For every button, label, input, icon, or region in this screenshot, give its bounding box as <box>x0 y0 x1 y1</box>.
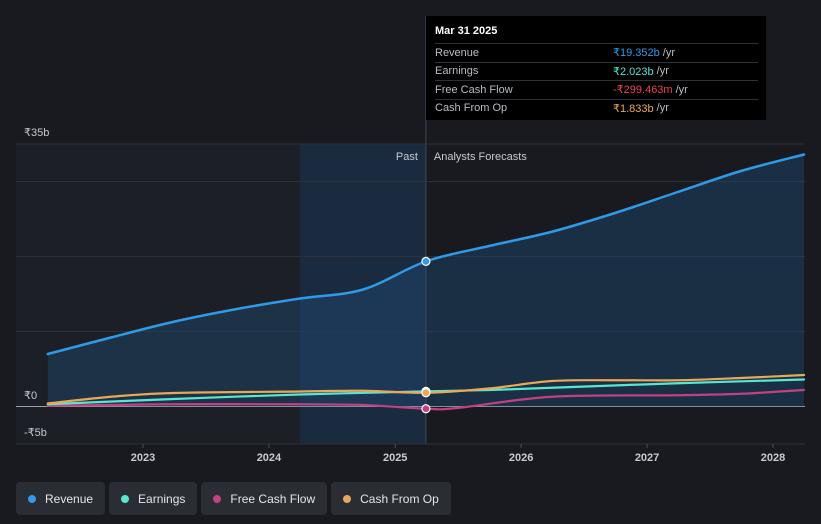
tooltip-label: Cash From Op <box>435 102 508 115</box>
marker-cash-from-op <box>421 388 431 398</box>
tooltip-label: Free Cash Flow <box>435 83 513 96</box>
tooltip-label: Revenue <box>435 46 480 59</box>
series-line-cash-from-op <box>46 373 806 405</box>
legend-item-free-cash-flow[interactable]: Free Cash Flow <box>201 482 328 515</box>
legend-dot-icon <box>28 494 36 503</box>
tooltip-row-earnings: Earnings ₹2.023b /yr <box>435 61 758 81</box>
x-axis-ticks: 2023 2024 2025 2026 2027 2028 <box>131 444 785 464</box>
tooltip-label: Earnings <box>435 65 479 78</box>
legend-item-cash-from-op[interactable]: Cash From Op <box>331 482 451 515</box>
tooltip-value: -₹299.463m <box>613 84 673 97</box>
tooltip-date: Mar 31 2025 <box>435 25 498 37</box>
grid <box>16 143 805 445</box>
past-label: Past <box>396 151 418 163</box>
tooltip: Mar 31 2025 Revenue ₹19.352b /yr Earning… <box>426 16 766 120</box>
tooltip-unit: /yr <box>675 83 688 96</box>
x-tick-label: 2028 <box>761 452 785 464</box>
legend-dot-icon <box>343 494 352 503</box>
tooltip-unit: /yr <box>662 46 675 59</box>
tooltip-value: ₹1.833b <box>613 102 654 115</box>
tooltip-row-cash-from-op: Cash From Op ₹1.833b /yr <box>435 98 758 118</box>
x-tick-label: 2026 <box>509 452 533 464</box>
x-tick-label: 2023 <box>131 452 155 464</box>
marker-free-cash-flow <box>421 404 431 414</box>
y-tick-label-zero: ₹0 <box>24 390 37 402</box>
tooltip-unit: /yr <box>656 65 669 78</box>
tooltip-row-free-cash-flow: Free Cash Flow -₹299.463m /yr <box>435 80 758 99</box>
legend: Revenue Earnings Free Cash Flow Cash Fro… <box>16 482 451 515</box>
tooltip-markers <box>421 256 431 414</box>
legend-label: Free Cash Flow <box>230 491 316 506</box>
chart: ₹35b ₹0 -₹5b Past Analysts Forecasts 202… <box>16 16 806 464</box>
legend-label: Earnings <box>138 491 186 506</box>
tooltip-unit: /yr <box>656 102 669 115</box>
legend-item-earnings[interactable]: Earnings <box>109 482 198 515</box>
legend-label: Cash From Op <box>360 491 439 506</box>
x-tick-label: 2027 <box>635 452 659 464</box>
marker-revenue <box>421 256 431 266</box>
legend-dot-icon <box>213 494 222 503</box>
legend-dot-icon <box>121 494 130 503</box>
forecast-label: Analysts Forecasts <box>434 151 527 163</box>
x-tick-label: 2025 <box>383 452 407 464</box>
legend-label: Revenue <box>45 491 94 506</box>
tooltip-value: ₹2.023b <box>613 65 654 78</box>
tooltip-value: ₹19.352b <box>613 47 660 60</box>
y-tick-label-bottom: -₹5b <box>24 427 47 439</box>
legend-item-revenue[interactable]: Revenue <box>16 482 106 515</box>
tooltip-row-revenue: Revenue ₹19.352b /yr <box>435 43 758 62</box>
y-tick-label-top: ₹35b <box>24 127 49 139</box>
x-tick-label: 2024 <box>257 452 282 464</box>
